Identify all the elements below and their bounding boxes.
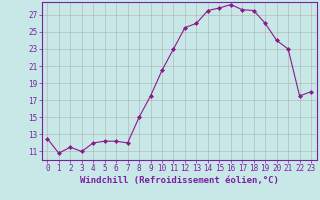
X-axis label: Windchill (Refroidissement éolien,°C): Windchill (Refroidissement éolien,°C) [80, 176, 279, 185]
